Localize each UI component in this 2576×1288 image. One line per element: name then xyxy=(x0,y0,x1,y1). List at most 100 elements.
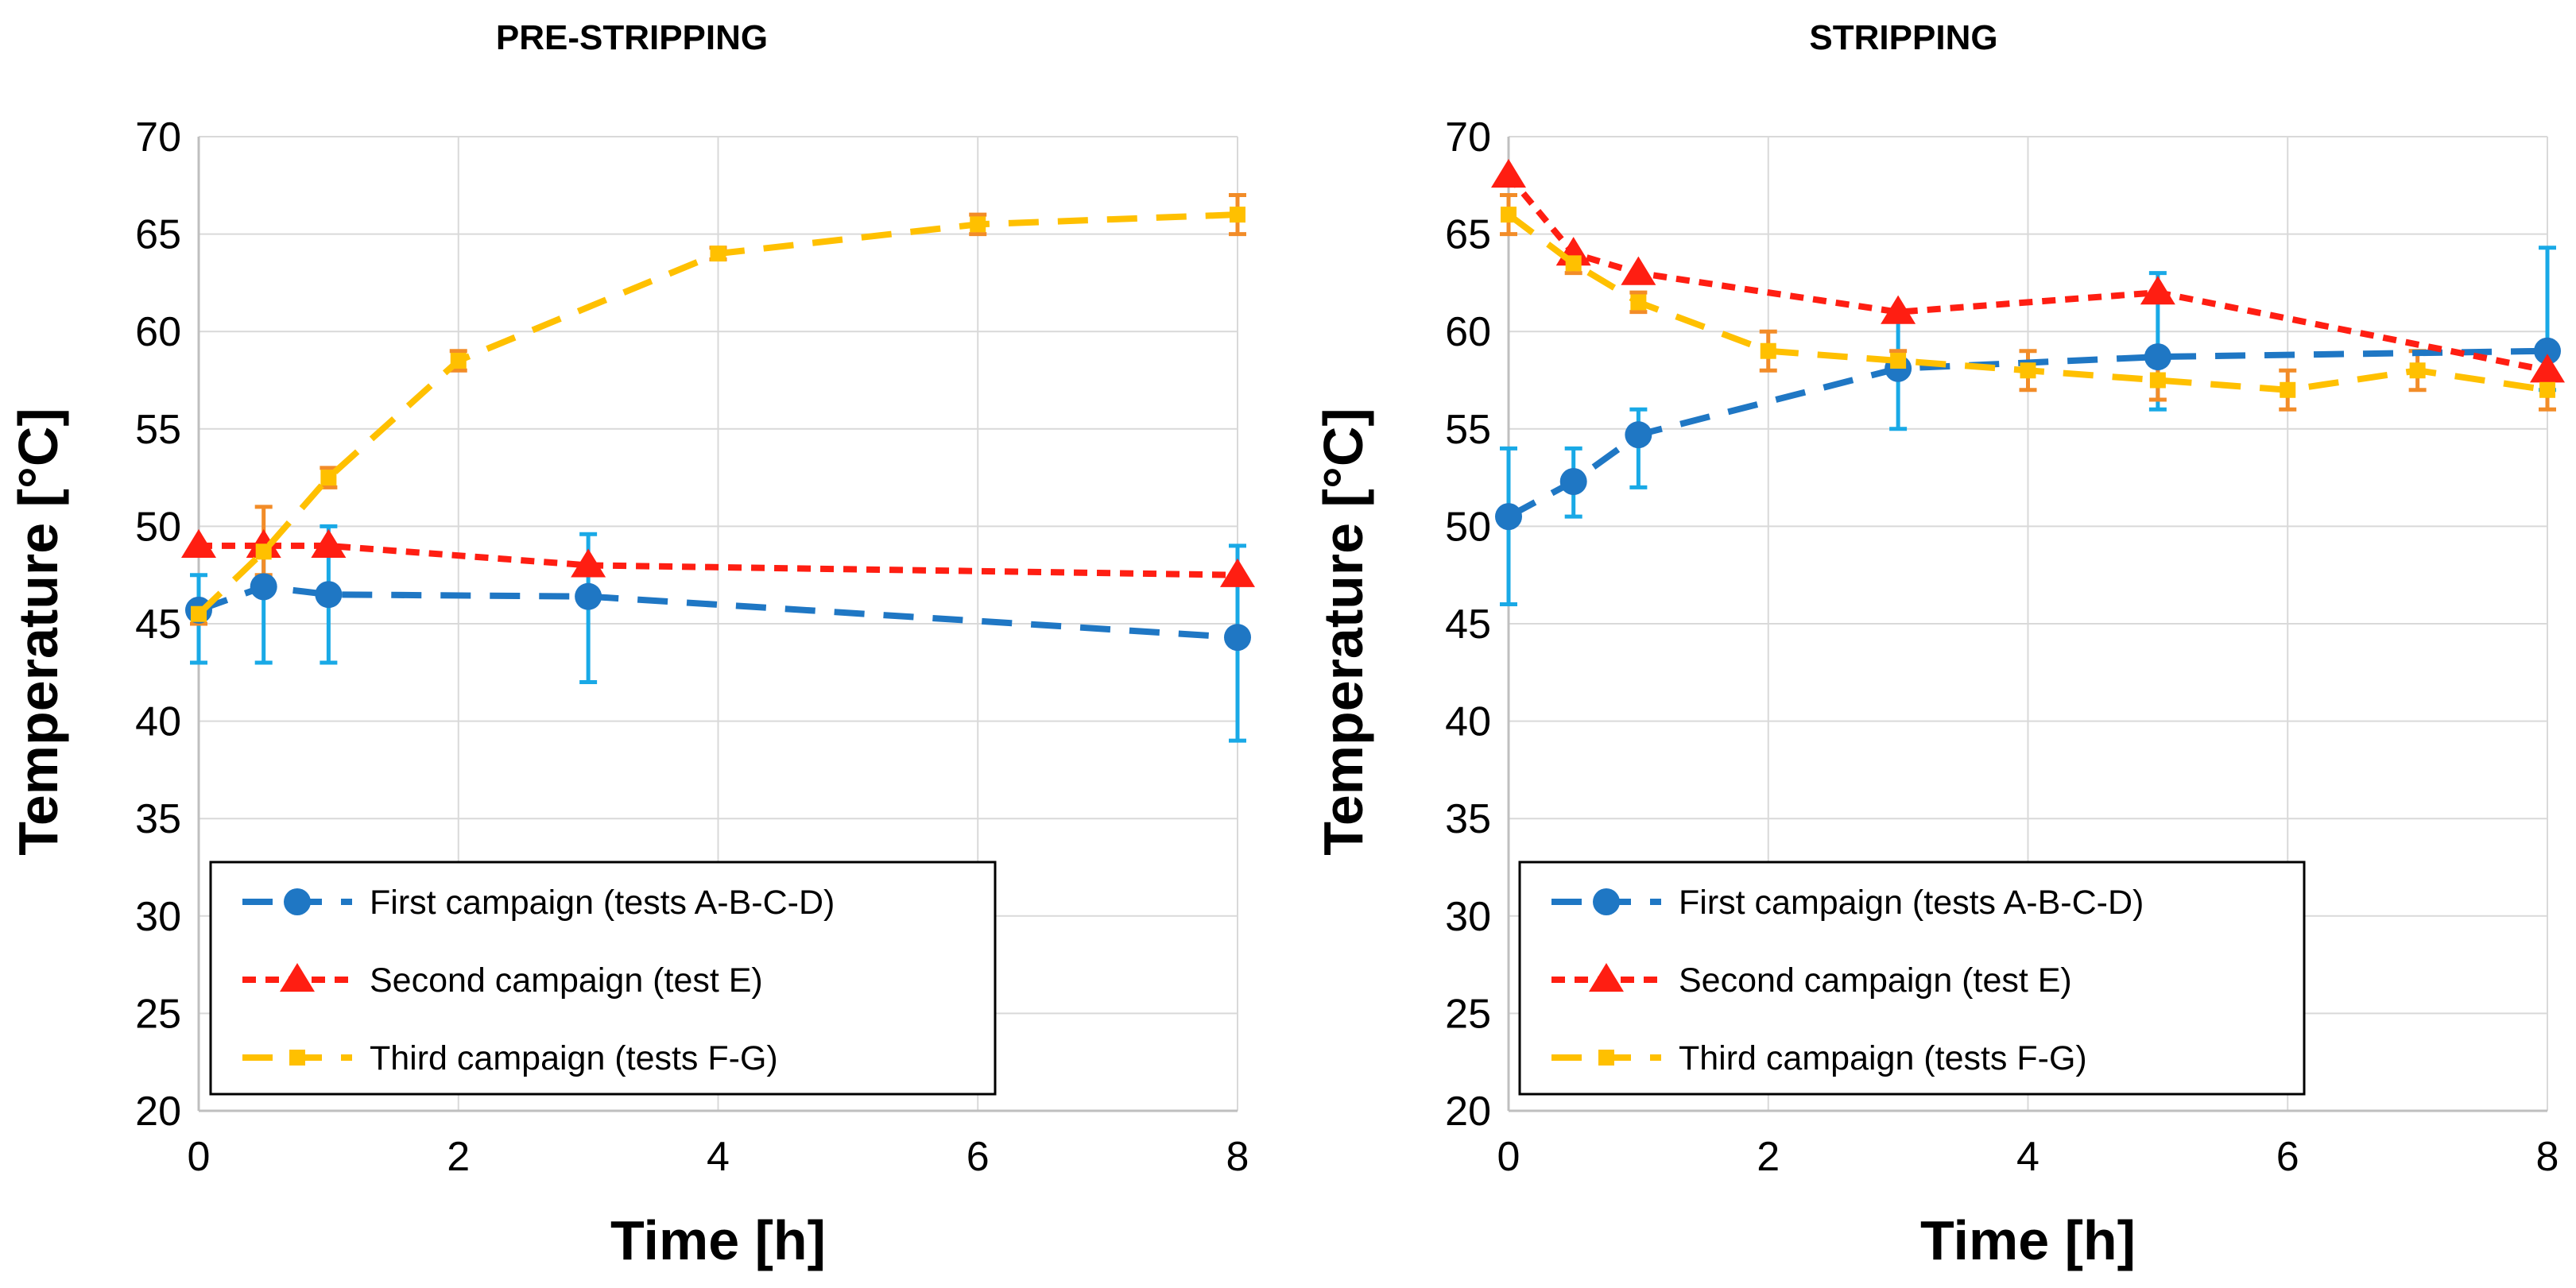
data-point xyxy=(2409,362,2426,379)
x-axis-label: Time [h] xyxy=(610,1209,826,1271)
data-point xyxy=(970,216,986,233)
legend: First campaign (tests A-B-C-D) Second cam… xyxy=(1518,861,2306,1096)
data-point xyxy=(1501,207,1517,223)
legend-marker xyxy=(284,888,311,915)
legend-marker xyxy=(289,1050,305,1066)
y-tick-label: 30 xyxy=(1445,894,1491,940)
data-point xyxy=(2539,381,2555,398)
data-point xyxy=(571,548,606,578)
x-tick-label: 8 xyxy=(1226,1134,1249,1180)
legend-item: First campaign (tests A-B-C-D) xyxy=(242,884,835,922)
x-tick-label: 6 xyxy=(966,1134,990,1180)
data-point xyxy=(1625,421,1652,449)
legend-marker xyxy=(1589,963,1624,992)
legend-label: First campaign (tests A-B-C-D) xyxy=(370,884,835,922)
legend-label: Second campaign (test E) xyxy=(1679,961,2072,1000)
y-tick-label: 40 xyxy=(1445,699,1491,745)
data-point xyxy=(1224,624,1251,652)
data-point xyxy=(250,573,277,601)
y-tick-label: 65 xyxy=(135,212,181,258)
series-line xyxy=(1506,211,2548,393)
x-axis-label: Time [h] xyxy=(1920,1209,2136,1271)
y-tick-label: 45 xyxy=(1445,601,1491,648)
chart-title: PRE-STRIPPING xyxy=(496,18,768,57)
data-point xyxy=(2149,372,2166,389)
legend-item: Second campaign (test E) xyxy=(1551,961,2072,1000)
chart-title: STRIPPING xyxy=(1809,18,1997,57)
data-point xyxy=(1630,294,1647,311)
legend-marker xyxy=(280,963,315,992)
data-point xyxy=(1559,468,1587,496)
legend-label: Third campaign (tests F-G) xyxy=(1679,1039,2087,1077)
y-axis-label: Temperature [°C] xyxy=(1312,408,1374,855)
data-point xyxy=(2140,276,2175,305)
series-line xyxy=(197,583,1238,641)
x-tick-label: 2 xyxy=(1757,1134,1780,1180)
y-tick-label: 50 xyxy=(135,504,181,550)
x-tick-label: 8 xyxy=(2536,1134,2559,1180)
data-point xyxy=(315,581,343,609)
series-1 xyxy=(1495,337,2561,531)
data-point xyxy=(1491,159,1526,188)
y-tick-label: 20 xyxy=(1445,1089,1491,1135)
data-point xyxy=(1230,207,1245,223)
x-tick-label: 6 xyxy=(2276,1134,2299,1180)
x-tick-label: 0 xyxy=(188,1134,211,1180)
x-tick-label: 4 xyxy=(2016,1134,2039,1180)
y-tick-label: 60 xyxy=(1445,309,1491,355)
data-point xyxy=(1621,256,1656,285)
data-point xyxy=(2020,362,2036,379)
data-point xyxy=(2534,337,2561,365)
y-tick-label: 55 xyxy=(1445,407,1491,453)
series-3 xyxy=(191,207,1245,622)
x-tick-label: 4 xyxy=(707,1134,730,1180)
data-point xyxy=(2530,354,2565,383)
data-point xyxy=(1495,503,1522,531)
data-point xyxy=(450,352,467,369)
data-point xyxy=(1881,295,1916,324)
data-point xyxy=(255,543,272,560)
data-point xyxy=(575,582,602,610)
y-tick-label: 70 xyxy=(135,114,181,161)
data-point xyxy=(710,246,726,262)
data-point xyxy=(1565,255,1582,272)
data-point xyxy=(2144,343,2171,371)
y-tick-label: 25 xyxy=(135,991,181,1037)
data-point xyxy=(1220,558,1255,587)
y-tick-label: 55 xyxy=(135,407,181,453)
x-tick-label: 2 xyxy=(447,1134,470,1180)
x-tick-label: 0 xyxy=(1497,1134,1520,1180)
data-point xyxy=(181,528,216,559)
data-point xyxy=(311,528,347,559)
data-point xyxy=(1760,342,1776,359)
y-tick-label: 50 xyxy=(1445,504,1491,550)
y-tick-label: 20 xyxy=(135,1089,181,1135)
y-tick-label: 70 xyxy=(1445,114,1491,161)
y-tick-label: 35 xyxy=(135,796,181,842)
series-2 xyxy=(1491,159,2565,383)
legend-label: First campaign (tests A-B-C-D) xyxy=(1679,884,2144,922)
legend-item: Second campaign (test E) xyxy=(242,961,763,1000)
legend-item: Third campaign (tests F-G) xyxy=(1551,1039,2087,1077)
data-point xyxy=(246,528,281,559)
y-tick-label: 35 xyxy=(1445,796,1491,842)
data-point xyxy=(2280,381,2296,398)
data-point xyxy=(320,470,337,486)
y-tick-label: 60 xyxy=(135,309,181,355)
y-tick-label: 30 xyxy=(135,894,181,940)
legend-label: Second campaign (test E) xyxy=(370,961,763,1000)
data-point xyxy=(191,605,207,622)
legend-item: Third campaign (tests F-G) xyxy=(242,1039,778,1077)
y-axis-label: Temperature [°C] xyxy=(7,408,69,855)
legend-marker xyxy=(1598,1050,1614,1066)
legend: First campaign (tests A-B-C-D) Second cam… xyxy=(209,861,997,1096)
legend-item: First campaign (tests A-B-C-D) xyxy=(1551,884,2144,922)
series-1-errorbars xyxy=(1500,246,2556,606)
legend-label: Third campaign (tests F-G) xyxy=(370,1039,778,1077)
y-tick-label: 45 xyxy=(135,601,181,648)
legend-marker xyxy=(1593,888,1620,915)
y-tick-label: 65 xyxy=(1445,212,1491,258)
data-point xyxy=(1890,352,1907,369)
chart-panel-1: PRE-STRIPPING 20 25 30 35 40 45 50 55 60 65 70 0 2 4 6 8… xyxy=(7,18,1255,1271)
